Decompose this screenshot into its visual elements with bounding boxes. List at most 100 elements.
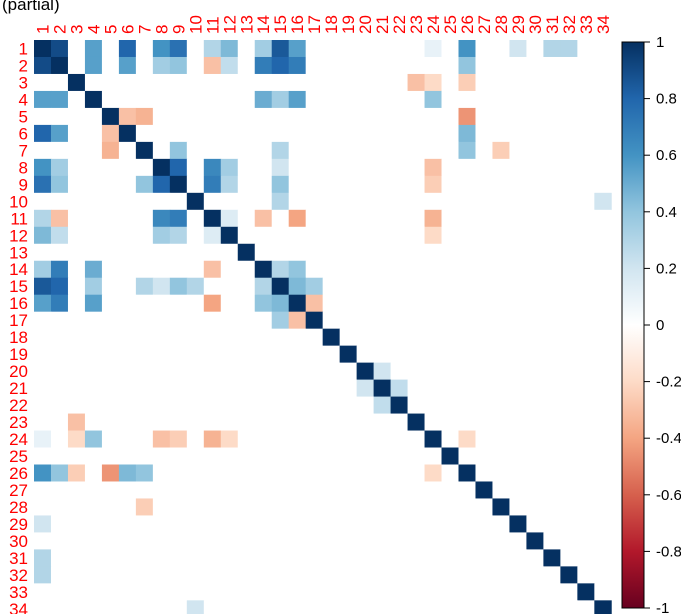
heatmap-cell-6-24 (424, 124, 442, 143)
column-label-24: 24 (424, 15, 443, 34)
heatmap-cell-7-3 (67, 141, 86, 160)
heatmap-cell-16-17 (305, 294, 324, 313)
heatmap-cell-18-5 (101, 328, 120, 347)
heatmap-cell-9-23 (407, 175, 425, 194)
heatmap-cell-25-2 (50, 447, 69, 465)
heatmap-cell-11-5 (101, 209, 120, 228)
heatmap-cell-1-20 (356, 40, 374, 58)
heatmap-cell-24-28 (492, 430, 510, 448)
heatmap-cell-12-25 (441, 226, 459, 245)
heatmap-cell-24-7 (135, 430, 154, 448)
heatmap-cell-18-31 (543, 328, 561, 347)
heatmap-cell-27-10 (186, 481, 205, 499)
heatmap-cell-17-4 (84, 311, 103, 330)
heatmap-cell-32-34 (594, 566, 612, 584)
heatmap-cell-24-6 (118, 430, 137, 448)
heatmap-cell-21-13 (237, 379, 256, 397)
heatmap-cell-6-12 (220, 124, 239, 143)
heatmap-cell-3-34 (594, 73, 612, 92)
heatmap-cell-8-21 (373, 158, 391, 177)
heatmap-cell-14-10 (186, 260, 205, 279)
row-label-32: 32 (9, 566, 28, 585)
heatmap-cell-1-5 (101, 40, 120, 58)
heatmap-cell-11-23 (407, 209, 425, 228)
heatmap-cell-31-8 (152, 549, 171, 567)
heatmap-cell-9-34 (594, 175, 612, 194)
heatmap-cell-10-22 (390, 192, 408, 211)
heatmap-cell-25-28 (492, 447, 510, 465)
heatmap-cell-24-26 (458, 430, 476, 448)
heatmap-cell-31-2 (50, 549, 69, 567)
heatmap-cell-9-16 (288, 175, 307, 194)
heatmap-cell-15-4 (84, 277, 103, 296)
heatmap-cell-28-22 (390, 498, 408, 516)
heatmap-cell-14-5 (101, 260, 120, 279)
heatmap-cell-8-23 (407, 158, 425, 177)
heatmap-cell-3-28 (492, 73, 510, 92)
heatmap-cell-8-27 (475, 158, 493, 177)
heatmap-cell-30-29 (509, 532, 527, 550)
heatmap-cell-14-7 (135, 260, 154, 279)
heatmap-cell-28-8 (152, 498, 171, 516)
heatmap-cell-10-15 (271, 192, 290, 211)
heatmap-cell-5-4 (84, 107, 103, 126)
heatmap-cell-17-14 (254, 311, 273, 330)
heatmap-cell-17-24 (424, 311, 442, 330)
heatmap-cell-24-25 (441, 430, 459, 448)
heatmap-cell-10-14 (254, 192, 273, 211)
heatmap-cell-1-22 (390, 40, 408, 58)
heatmap-cell-17-34 (594, 311, 612, 330)
colorbar-tick-label: 0.2 (656, 260, 677, 277)
row-label-29: 29 (9, 515, 28, 534)
heatmap-cell-22-5 (101, 396, 120, 414)
heatmap-cell-6-14 (254, 124, 273, 143)
heatmap-cell-5-22 (390, 107, 408, 126)
heatmap-cell-22-18 (322, 396, 341, 414)
heatmap-cell-26-6 (118, 464, 137, 482)
heatmap-cell-2-6 (118, 56, 137, 75)
heatmap-cell-2-31 (543, 56, 561, 75)
heatmap-cell-12-23 (407, 226, 425, 245)
heatmap-cell-27-7 (135, 481, 154, 499)
heatmap-cell-33-32 (560, 583, 578, 601)
heatmap-cell-34-31 (543, 600, 561, 614)
heatmap-cell-14-1 (34, 260, 52, 279)
heatmap-cell-26-22 (390, 464, 408, 482)
heatmap-cell-30-17 (305, 532, 324, 550)
heatmap-cell-27-3 (67, 481, 86, 499)
heatmap-cell-18-28 (492, 328, 510, 347)
heatmap-cell-13-2 (50, 243, 69, 262)
heatmap-cell-19-13 (237, 345, 256, 364)
heatmap-cell-14-4 (84, 260, 103, 279)
heatmap-cell-15-8 (152, 277, 171, 296)
heatmap-cell-4-3 (67, 90, 86, 109)
heatmap-cell-33-8 (152, 583, 171, 601)
heatmap-cell-29-5 (101, 515, 120, 533)
heatmap-cell-15-33 (577, 277, 595, 296)
heatmap-cell-24-33 (577, 430, 595, 448)
heatmap-cell-20-32 (560, 362, 578, 380)
heatmap-cell-13-8 (152, 243, 171, 262)
heatmap-cell-12-4 (84, 226, 103, 245)
heatmap-cell-17-29 (509, 311, 527, 330)
heatmap-cell-27-23 (407, 481, 425, 499)
heatmap-cell-10-30 (526, 192, 544, 211)
heatmap-cell-16-22 (390, 294, 408, 313)
heatmap-cell-2-25 (441, 56, 459, 75)
heatmap-cell-18-17 (305, 328, 324, 347)
heatmap-cell-33-31 (543, 583, 561, 601)
heatmap-cell-3-9 (169, 73, 188, 92)
heatmap-cell-14-6 (118, 260, 137, 279)
heatmap-cell-11-14 (254, 209, 273, 228)
heatmap-cell-16-16 (288, 294, 307, 313)
heatmap-cell-31-14 (254, 549, 273, 567)
heatmap-cell-25-19 (339, 447, 358, 465)
heatmap-cell-19-32 (560, 345, 578, 364)
heatmap-cell-18-26 (458, 328, 476, 347)
heatmap-cell-18-11 (203, 328, 222, 347)
column-label-22: 22 (390, 15, 409, 34)
heatmap-cell-29-12 (220, 515, 239, 533)
heatmap-cell-18-20 (356, 328, 374, 347)
heatmap-cell-1-4 (84, 40, 103, 58)
heatmap-cell-7-18 (322, 141, 341, 160)
